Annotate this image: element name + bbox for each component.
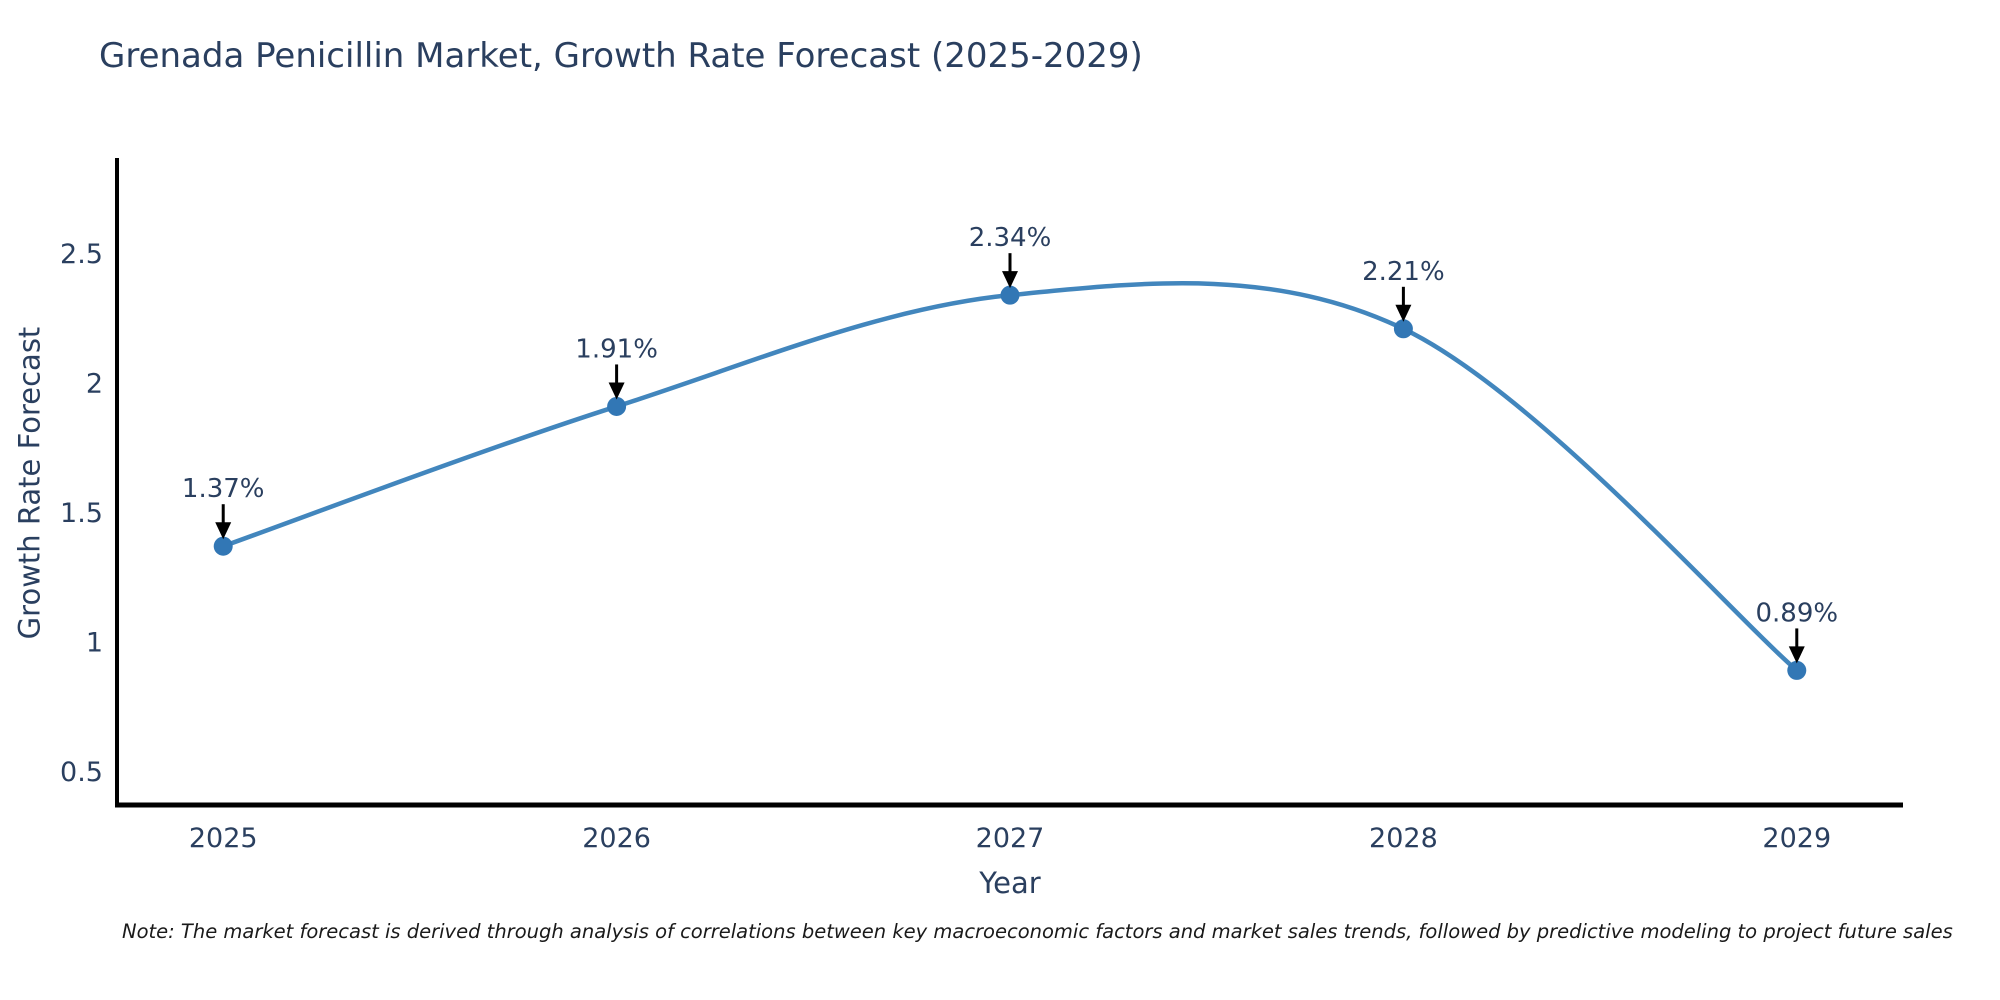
data-point-marker: [213, 536, 233, 556]
data-point-marker: [1000, 285, 1020, 305]
footnote: Note: The market forecast is derived thr…: [122, 920, 1953, 943]
x-tick-label: 2025: [189, 823, 258, 854]
annotation-arrowhead: [215, 522, 232, 540]
x-tick-label: 2026: [582, 823, 651, 854]
chart-title: Grenada Penicillin Market, Growth Rate F…: [99, 36, 1143, 76]
y-tick-label: 1.5: [60, 498, 103, 529]
data-point-marker: [1787, 660, 1807, 680]
annotation-arrowhead: [1002, 271, 1018, 289]
annotation-label: 0.89%: [1755, 598, 1838, 628]
y-axis-title: Growth Rate Forecast: [12, 326, 46, 640]
data-point-marker: [607, 396, 627, 416]
y-tick-label: 2.5: [60, 239, 103, 270]
annotation-label: 1.37%: [182, 474, 265, 504]
y-axis-title-column: Growth Rate Forecast: [0, 120, 58, 846]
data-point-marker: [1393, 319, 1413, 339]
x-tick-label: 2028: [1369, 823, 1438, 854]
x-tick-label: 2029: [1762, 823, 1831, 854]
annotation-label: 2.21%: [1362, 257, 1445, 287]
annotation-arrowhead: [1395, 304, 1412, 322]
y-tick-label: 0.5: [60, 757, 103, 788]
x-tick-label: 2027: [976, 823, 1045, 854]
annotation-arrowhead: [608, 382, 625, 400]
trend-line: [220, 281, 1800, 673]
y-tick-label: 2: [86, 369, 103, 400]
annotation-arrowhead: [1788, 646, 1805, 664]
annotation-label: 2.34%: [969, 223, 1052, 253]
y-tick-label: 1: [86, 627, 103, 658]
annotation-label: 1.91%: [575, 334, 658, 364]
x-axis-title: Year: [979, 866, 1041, 900]
